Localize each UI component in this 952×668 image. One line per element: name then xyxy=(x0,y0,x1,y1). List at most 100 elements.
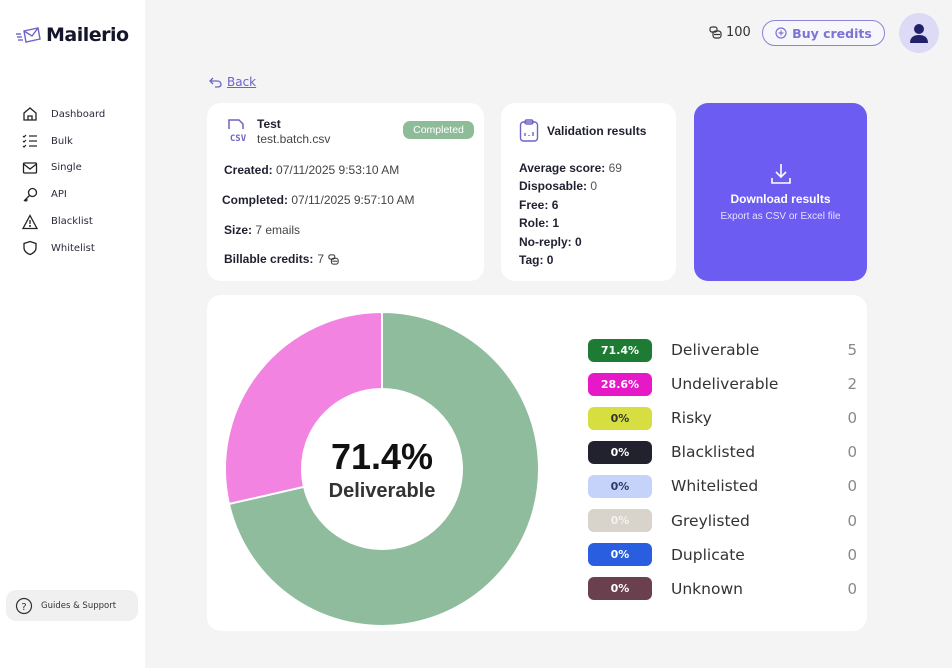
size-row: Size: 7 emails xyxy=(224,223,300,237)
donut-slice[interactable] xyxy=(227,310,540,627)
legend-name: Greylisted xyxy=(671,511,750,530)
billable-label: Billable credits: xyxy=(224,252,314,266)
sidebar-item-blacklist[interactable]: Blacklist xyxy=(22,208,105,235)
legend-count: 2 xyxy=(847,375,857,394)
mail-icon xyxy=(22,162,38,174)
legend-pill: 0% xyxy=(588,406,652,430)
back-label: Back xyxy=(227,75,257,89)
sidebar-item-label: Single xyxy=(51,162,82,174)
app-name: Mailerio xyxy=(46,24,129,46)
billable-row: Billable credits: 7 xyxy=(224,252,339,266)
clipboard-chart-icon xyxy=(519,119,539,142)
row-label: Role: xyxy=(519,216,549,231)
legend-count: 0 xyxy=(847,443,857,462)
sidebar-item-label: Dashboard xyxy=(51,108,106,120)
results-chart-card: 71.4% Deliverable 71.4% Deliverable 5 28.6… xyxy=(207,295,867,631)
download-icon xyxy=(770,164,791,184)
legend-name: Unknown xyxy=(671,579,743,598)
legend-count: 0 xyxy=(847,579,857,598)
validation-header: Validation results xyxy=(519,119,646,143)
validation-list: Average score: 69 Disposable: 0 Free: 6 … xyxy=(519,159,622,269)
plus-circle-icon xyxy=(775,27,787,39)
completed-label: Completed: xyxy=(222,193,288,207)
legend-row: 0% Blacklisted 0 xyxy=(588,435,857,469)
sidebar-item-label: Bulk xyxy=(51,135,73,147)
coins-icon xyxy=(709,26,722,39)
completed-row: Completed: 07/11/2025 9:57:10 AM xyxy=(222,193,415,207)
download-title: Download results xyxy=(730,192,831,206)
donut-label: Deliverable xyxy=(328,479,436,502)
validation-results-card: Validation results Average score: 69 Dis… xyxy=(501,103,676,281)
sidebar-item-api[interactable]: API xyxy=(22,181,105,208)
svg-text:?: ? xyxy=(21,602,26,613)
legend-name: Risky xyxy=(671,409,712,428)
row-label: Disposable: xyxy=(519,179,588,194)
legend-row: 0% Unknown 0 xyxy=(588,572,857,606)
donut-percentage: 71.4% xyxy=(330,435,434,477)
legend-row: 71.4% Deliverable 5 xyxy=(588,333,857,367)
sidebar-item-label: Blacklist xyxy=(51,216,93,228)
legend-name: Duplicate xyxy=(671,545,745,564)
sidebar-item-label: API xyxy=(51,189,67,201)
row-value: 6 xyxy=(551,197,559,212)
legend-row: 0% Whitelisted 0 xyxy=(588,469,857,503)
row-label: No-reply: xyxy=(519,234,572,249)
chart-legend: 71.4% Deliverable 5 28.6% Undeliverable 2 0%… xyxy=(588,333,857,606)
key-icon xyxy=(23,187,38,202)
legend-pill: 0% xyxy=(588,577,652,601)
donut-svg xyxy=(224,310,540,627)
created-row: Created: 07/11/2025 9:53:10 AM xyxy=(224,163,399,177)
back-link[interactable]: Back xyxy=(209,75,256,89)
sidebar-item-bulk[interactable]: Bulk xyxy=(22,128,105,155)
legend-pill: 71.4% xyxy=(588,338,652,362)
legend-row: 0% Risky 0 xyxy=(588,401,857,435)
logo[interactable]: Mailerio xyxy=(16,24,129,46)
home-icon xyxy=(23,107,37,122)
sidebar-item-whitelist[interactable]: Whitelist xyxy=(22,235,105,262)
row-value: 0 xyxy=(546,253,554,268)
credits-balance: 100 xyxy=(709,25,751,40)
sidebar-item-label: Whitelist xyxy=(51,242,95,254)
row-label: Tag: xyxy=(519,253,544,268)
legend-pill: 0% xyxy=(588,440,652,464)
sidebar: Mailerio Dashboard Bulk Single API Black… xyxy=(0,0,145,668)
created-label: Created: xyxy=(224,163,273,177)
legend-row: 0% Greylisted 0 xyxy=(588,503,857,537)
batch-title: Test xyxy=(257,117,281,131)
legend-count: 0 xyxy=(847,545,857,564)
completed-value: 07/11/2025 9:57:10 AM xyxy=(291,193,415,207)
legend-count: 0 xyxy=(847,409,857,428)
guides-support-button[interactable]: ? Guides & Support xyxy=(6,590,138,621)
row-value: 69 xyxy=(608,161,622,175)
legend-name: Undeliverable xyxy=(671,375,779,394)
validation-row: Role: 1 xyxy=(519,214,622,232)
download-results-button[interactable]: Download results Export as CSV or Excel … xyxy=(694,103,867,281)
batch-info-card: CSV Test test.batch.csv Completed Create… xyxy=(207,103,484,281)
buy-credits-button[interactable]: Buy credits xyxy=(762,20,885,46)
buy-credits-label: Buy credits xyxy=(792,25,872,41)
row-value: 0 xyxy=(590,179,598,194)
row-value: 1 xyxy=(552,216,560,231)
sidebar-nav: Dashboard Bulk Single API Blacklist Whit… xyxy=(22,101,105,262)
sidebar-item-single[interactable]: Single xyxy=(22,155,105,182)
created-value: 07/11/2025 9:53:10 AM xyxy=(276,163,400,177)
download-subtitle: Export as CSV or Excel file xyxy=(720,211,841,222)
validation-title: Validation results xyxy=(547,124,647,138)
sidebar-item-dashboard[interactable]: Dashboard xyxy=(22,101,105,128)
avatar[interactable] xyxy=(899,13,939,53)
shield-icon xyxy=(23,241,37,256)
csv-file-icon: CSV xyxy=(228,119,247,143)
batch-filename: test.batch.csv xyxy=(257,132,331,146)
help-circle-icon: ? xyxy=(15,597,33,614)
row-label: Free: xyxy=(519,197,549,212)
credits-value: 100 xyxy=(726,25,751,40)
legend-count: 0 xyxy=(847,477,857,496)
donut-center: 71.4% Deliverable xyxy=(224,311,540,627)
envelope-speed-icon xyxy=(16,27,41,43)
undo-arrow-icon xyxy=(209,77,222,88)
donut-slice[interactable] xyxy=(224,310,383,506)
checklist-icon xyxy=(22,134,37,149)
validation-row: Tag: 0 xyxy=(519,251,622,269)
legend-pill: 0% xyxy=(588,509,652,533)
coins-icon xyxy=(328,253,339,265)
